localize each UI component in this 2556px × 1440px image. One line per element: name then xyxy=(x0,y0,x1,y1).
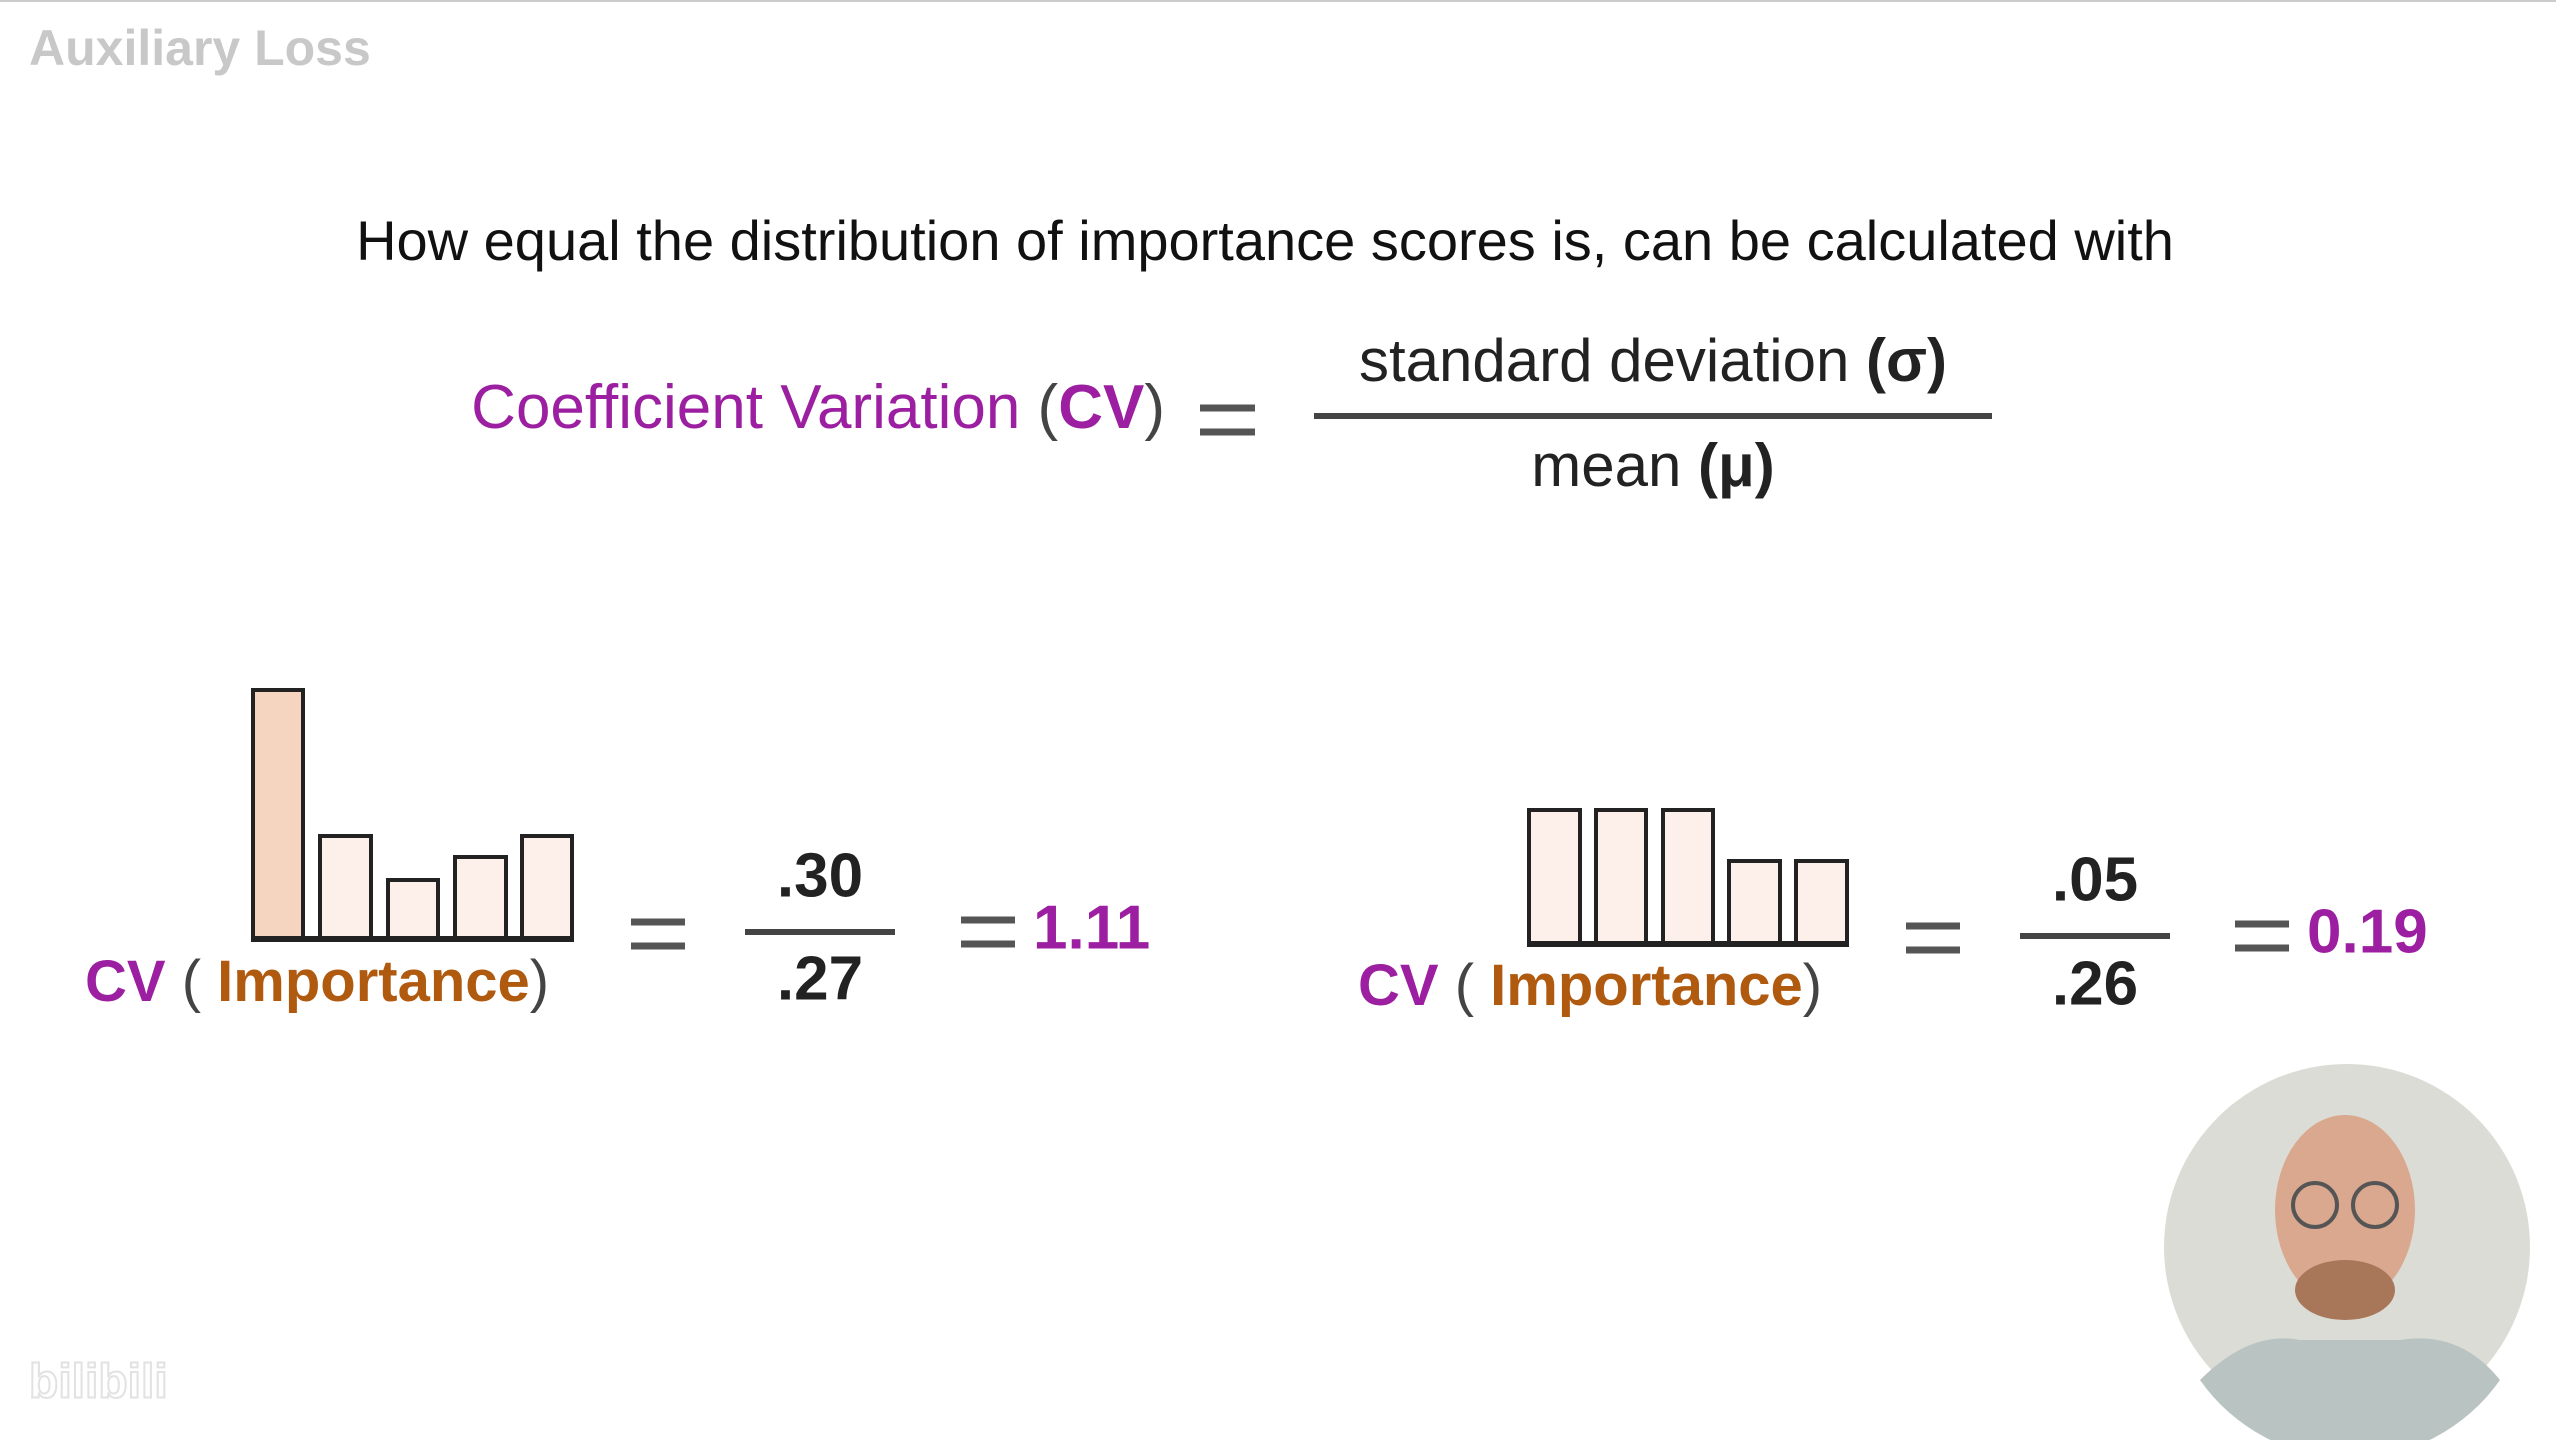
cv-expression: CV ( Importance) xyxy=(1358,953,1822,1018)
paren: ) xyxy=(1144,373,1165,442)
bar-illustration xyxy=(1527,808,1849,947)
lhs-abbr: CV xyxy=(1058,373,1144,442)
result: 1.11 xyxy=(1033,893,1150,962)
equals-sign xyxy=(2235,920,2289,952)
numerator: .30 xyxy=(777,841,863,910)
paren: ) xyxy=(1803,953,1822,1018)
cv-label: CV xyxy=(85,949,166,1014)
paren: ( xyxy=(182,949,201,1014)
watermark: bilibili xyxy=(29,1356,168,1409)
cv-label: CV xyxy=(1358,953,1439,1018)
bar-illustration xyxy=(251,688,574,942)
denominator: mean (μ) xyxy=(1531,432,1774,499)
lhs-name: Coefficient Variation xyxy=(471,373,1020,442)
denominator: .27 xyxy=(777,944,863,1013)
result: 0.19 xyxy=(2307,897,2428,966)
equals-sign xyxy=(961,916,1015,948)
webcam xyxy=(2164,1064,2530,1440)
paren: ( xyxy=(1455,953,1474,1018)
denominator-symbol: (μ) xyxy=(1698,432,1775,499)
numerator-text: standard deviation xyxy=(1359,327,1849,394)
cv-expression: CV ( Importance) xyxy=(85,949,549,1014)
numerator-symbol: (σ) xyxy=(1866,327,1947,394)
equals-sign xyxy=(1200,404,1255,436)
argument: Importance xyxy=(217,949,530,1014)
denominator: .26 xyxy=(2052,949,2138,1018)
paren: ( xyxy=(1038,373,1059,442)
denominator-text: mean xyxy=(1531,432,1681,499)
numerator: .05 xyxy=(2052,845,2138,914)
equals-sign xyxy=(1906,922,1960,954)
formula-lhs: Coefficient Variation (CV) xyxy=(471,373,1165,442)
paren: ) xyxy=(530,949,549,1014)
intro-text: How equal the distribution of importance… xyxy=(356,209,2174,272)
equals-sign xyxy=(631,918,685,950)
examples: CV ( Importance) .30 .27 1.11 CV ( Importanc… xyxy=(85,841,2428,1018)
numerator: standard deviation (σ) xyxy=(1359,327,1947,394)
argument: Importance xyxy=(1490,953,1803,1018)
slide-title: Auxiliary Loss xyxy=(29,20,371,76)
